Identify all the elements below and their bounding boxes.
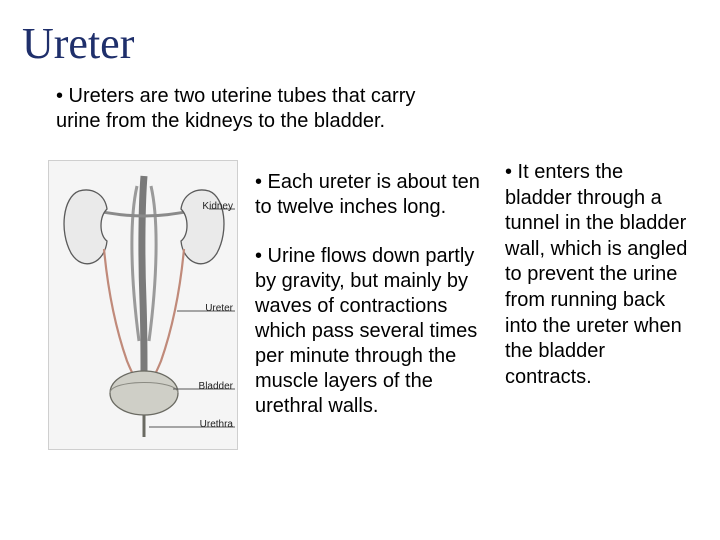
label-urethra: Urethra	[200, 419, 233, 430]
middle-column: • Each ureter is about ten to twelve inc…	[255, 170, 480, 419]
intro-paragraph: • Ureters are two uterine tubes that car…	[56, 84, 436, 134]
label-ureter: Ureter	[205, 303, 233, 314]
right-column: • It enters the bladder through a tunnel…	[505, 160, 695, 390]
bullet-flow: • Urine flows down partly by gravity, bu…	[255, 244, 480, 419]
label-kidney: Kidney	[202, 201, 233, 212]
bullet-length: • Each ureter is about ten to twelve inc…	[255, 170, 480, 220]
page-title: Ureter	[22, 18, 134, 69]
label-bladder: Bladder	[199, 381, 233, 392]
urinary-system-diagram: Kidney Ureter Bladder Urethra	[48, 160, 238, 450]
